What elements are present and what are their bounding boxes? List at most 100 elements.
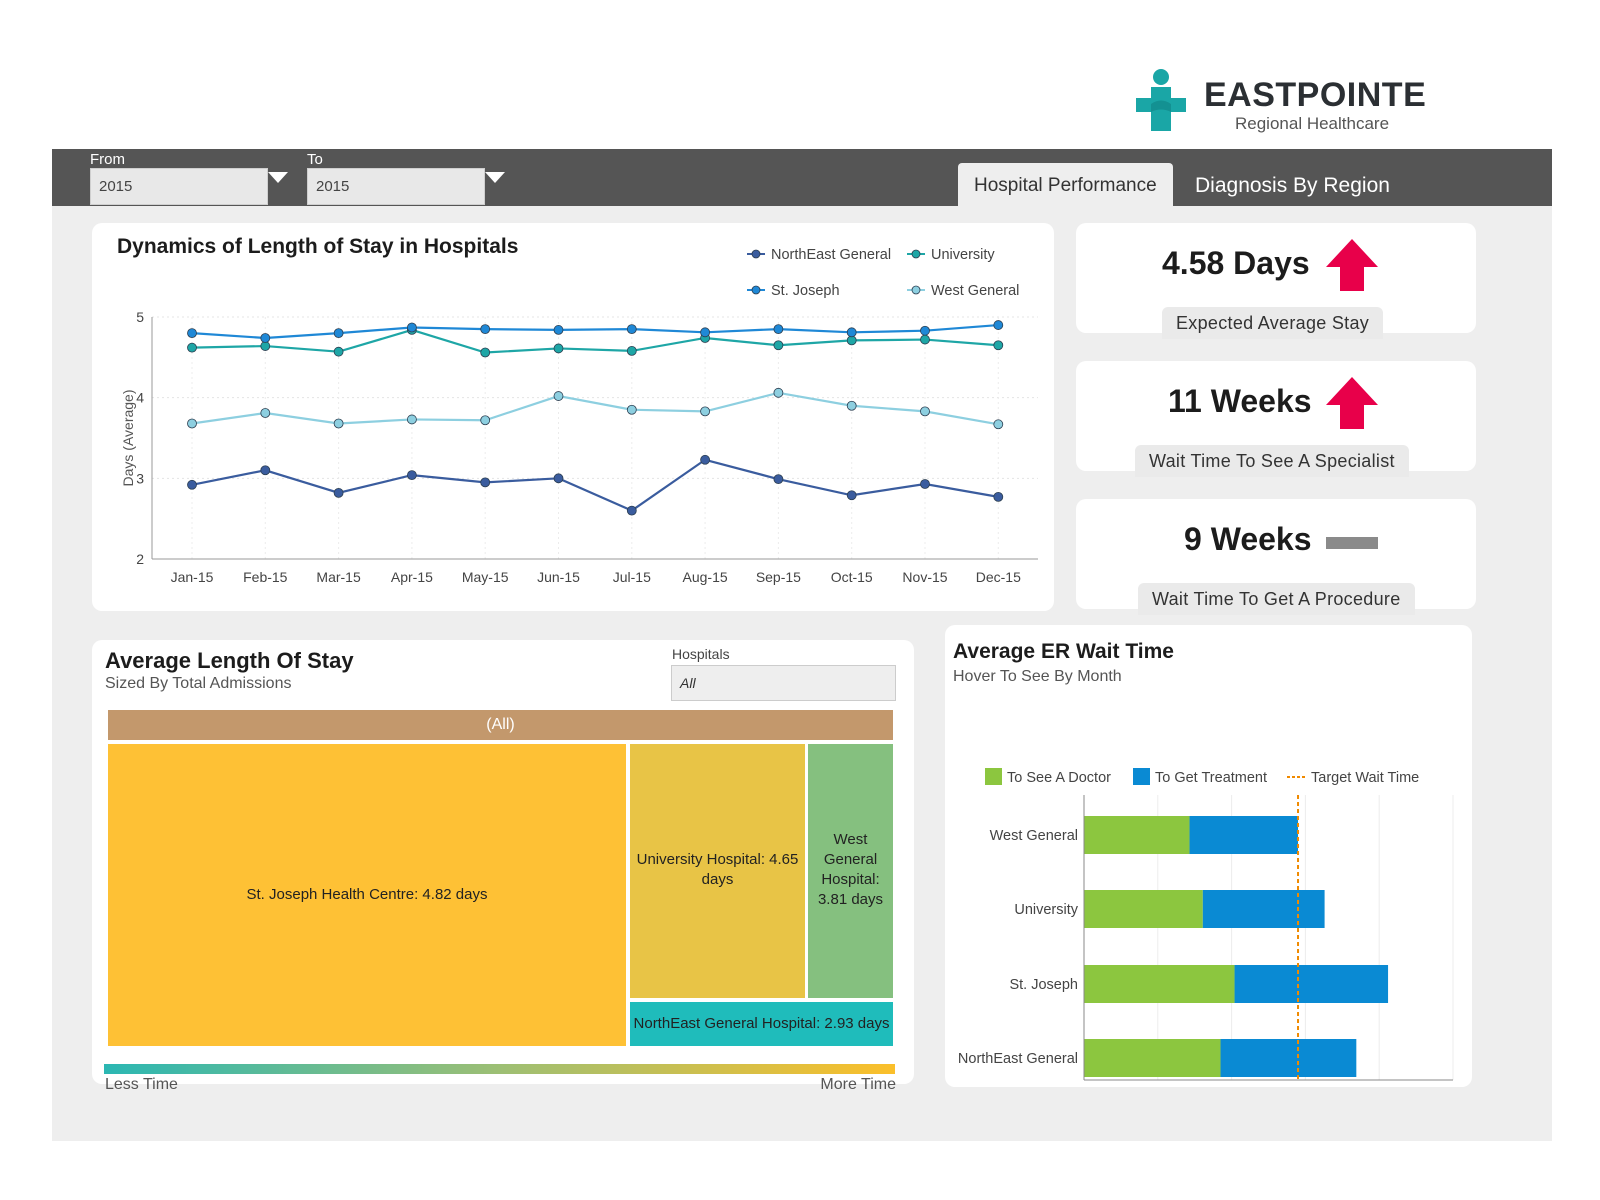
y-category-label: West General (990, 828, 1078, 844)
kpi-value: 4.58 Days (1162, 245, 1310, 281)
x-tick-label: Sep-15 (756, 569, 801, 585)
to-year-select[interactable]: 2015 (307, 168, 485, 205)
kpi-value: 9 Weeks (1184, 521, 1312, 557)
data-point (333, 328, 344, 339)
data-point (626, 505, 637, 516)
tab-diagnosis-by-region[interactable]: Diagnosis By Region (1195, 174, 1390, 197)
data-point (773, 324, 784, 334)
to-label: To (307, 151, 323, 168)
cross-logo-icon (1136, 69, 1186, 131)
data-point (333, 487, 344, 498)
trend-flat-icon (1326, 537, 1378, 549)
data-point (406, 470, 417, 481)
kpi-label: Wait Time To See A Specialist (1135, 445, 1409, 477)
length-of-stay-card: Dynamics of Length of Stay in Hospitals … (92, 223, 1054, 611)
data-point (626, 345, 637, 356)
data-point (773, 340, 784, 351)
kpi-card-specialist-wait: 11 Weeks Wait Time To See A Specialist (1076, 361, 1476, 477)
data-point (920, 325, 930, 336)
tab-hospital-performance[interactable]: Hospital Performance (958, 163, 1173, 206)
x-tick-label: Feb-15 (243, 569, 288, 585)
bar-to-get-treatment (1234, 965, 1389, 1003)
data-point (187, 479, 197, 490)
legend-marker (911, 249, 921, 259)
data-point (773, 387, 784, 398)
treemap-root-all[interactable]: (All) (108, 710, 893, 740)
from-dropdown-icon[interactable] (268, 172, 288, 183)
data-point (553, 473, 564, 484)
hospitals-filter-select[interactable]: All (671, 665, 896, 701)
from-year-select[interactable]: 2015 (90, 168, 268, 205)
average-length-of-stay-card: Average Length Of Stay Sized By Total Ad… (92, 640, 914, 1093)
from-label: From (90, 151, 125, 168)
er-chart-subtitle: Hover To See By Month (953, 668, 1122, 685)
x-tick-label: Mar-15 (316, 569, 361, 585)
data-point (480, 477, 491, 488)
brand-logo: EASTPOINTE Regional Healthcare (1122, 65, 1462, 147)
data-point (993, 340, 1004, 351)
y-tick-label: 3 (136, 470, 144, 486)
color-scale-bar (104, 1064, 895, 1074)
data-point (846, 335, 857, 346)
treemap-cell-northeast-general[interactable]: NorthEast General Hospital: 2.93 days (630, 1002, 893, 1046)
to-dropdown-icon[interactable] (485, 172, 505, 183)
trend-up-arrow-icon (1326, 377, 1378, 429)
data-point (626, 324, 637, 334)
data-point (187, 328, 197, 339)
legend-label: Target Wait Time (1311, 770, 1419, 786)
treemap-title: Average Length Of Stay (105, 648, 354, 673)
data-point (187, 418, 197, 429)
series-line-west-general (191, 391, 999, 426)
data-point (846, 327, 857, 338)
data-point (187, 342, 197, 353)
hospitals-filter-label: Hospitals (672, 646, 730, 662)
legend-swatch-doctor (985, 768, 1002, 785)
data-point (260, 408, 271, 418)
x-tick-label: Nov-15 (902, 569, 947, 585)
brand-subtitle: Regional Healthcare (1235, 114, 1390, 133)
legend-marker (751, 285, 761, 295)
data-point (480, 415, 491, 426)
bar-to-get-treatment (1220, 1039, 1357, 1077)
data-point (260, 341, 271, 351)
line-chart-title: Dynamics of Length of Stay in Hospitals (117, 235, 519, 258)
data-point (993, 320, 1004, 330)
x-tick-label: Jul-15 (613, 569, 651, 585)
bar-to-see-doctor (1084, 890, 1203, 928)
treemap-cell-st-joseph[interactable]: St. Joseph Health Centre: 4.82 days (108, 744, 626, 1046)
y-tick-label: 5 (136, 309, 144, 325)
data-point (260, 465, 271, 476)
data-point (553, 343, 564, 354)
legend-label: NorthEast General (771, 247, 891, 263)
kpi-label: Wait Time To Get A Procedure (1138, 583, 1415, 615)
bar-to-see-doctor (1084, 965, 1235, 1003)
y-tick-label: 4 (136, 390, 144, 406)
x-tick-label: Dec-15 (976, 569, 1021, 585)
data-point (993, 491, 1004, 502)
scale-low-label: Less Time (105, 1076, 178, 1093)
bar-to-get-treatment (1189, 816, 1299, 854)
data-point (920, 479, 930, 489)
kpi-label: Expected Average Stay (1162, 307, 1384, 339)
y-tick-label: 2 (136, 551, 144, 567)
trend-up-arrow-icon (1326, 239, 1378, 291)
series-line-northeast-general (191, 458, 999, 512)
data-point (920, 334, 930, 345)
bar-to-get-treatment (1202, 890, 1325, 928)
y-category-label: University (1014, 902, 1078, 918)
x-tick-label: Oct-15 (831, 569, 873, 585)
legend-label: West General (931, 283, 1019, 299)
data-point (700, 327, 710, 338)
legend-swatch-treatment (1133, 768, 1150, 785)
kpi-card-expected-stay: 4.58 Days Expected Average Stay (1076, 223, 1476, 339)
x-tick-label: Jun-15 (537, 569, 580, 585)
bar-to-see-doctor (1084, 1039, 1221, 1077)
data-point (406, 414, 417, 425)
header (52, 63, 1552, 149)
brand-name: EASTPOINTE (1204, 76, 1427, 114)
data-point (480, 324, 491, 334)
legend-marker (911, 285, 921, 295)
treemap-cell-university[interactable]: University Hospital: 4.65 days (630, 744, 805, 998)
series-line-st-joseph (191, 323, 999, 340)
treemap-cell-west-general[interactable]: West General Hospital: 3.81 days (808, 744, 893, 998)
